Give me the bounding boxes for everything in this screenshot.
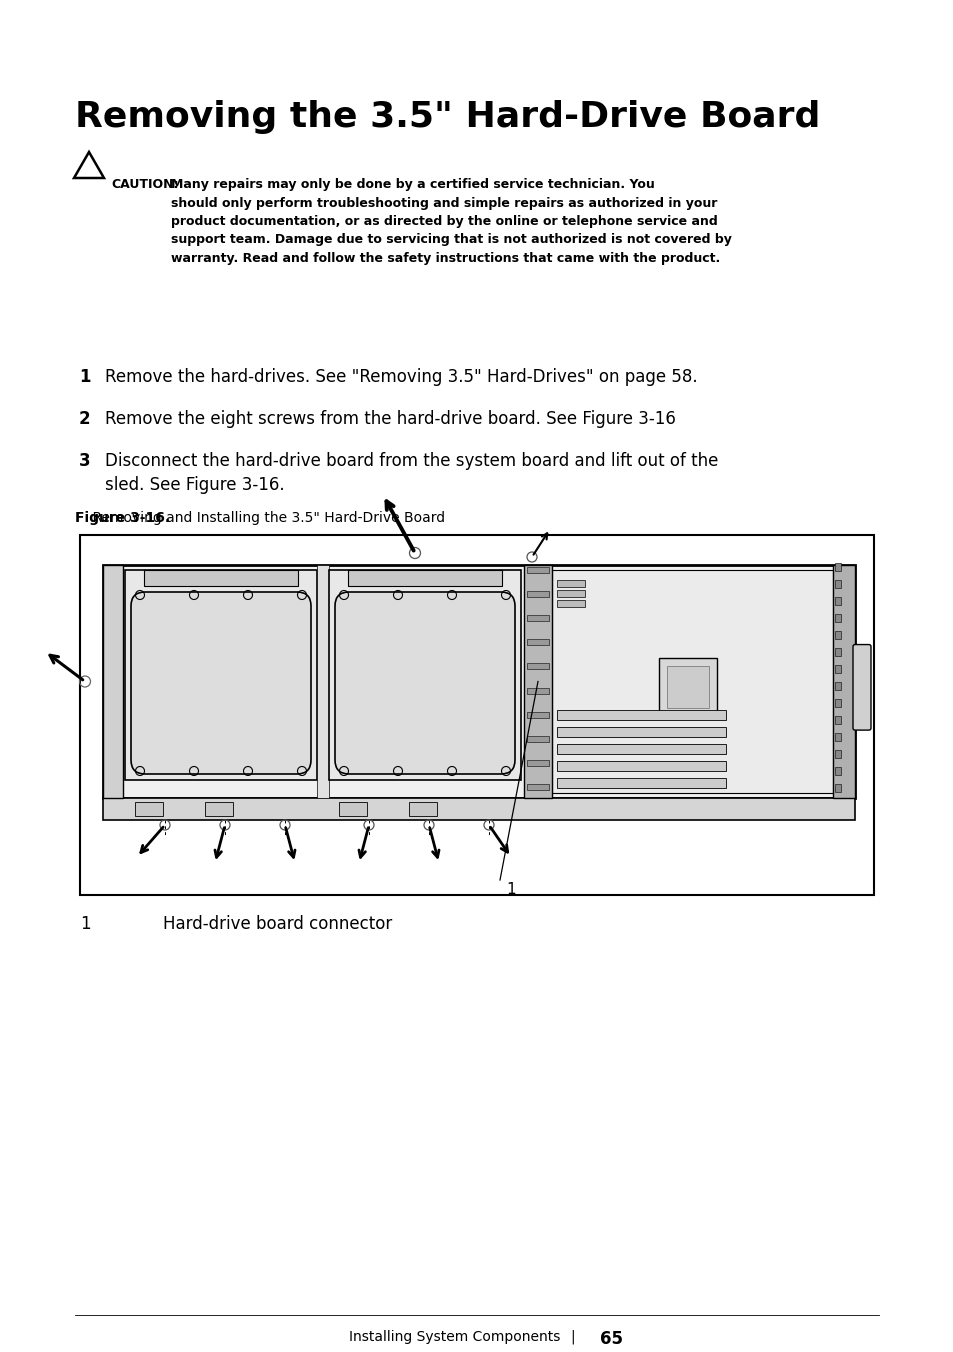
Bar bbox=[557, 761, 725, 771]
Bar bbox=[103, 798, 854, 821]
Bar bbox=[834, 733, 841, 741]
Bar bbox=[103, 565, 123, 798]
Text: 3: 3 bbox=[79, 452, 91, 470]
Text: CAUTION:: CAUTION: bbox=[111, 178, 178, 191]
Bar bbox=[557, 710, 725, 721]
Bar bbox=[834, 580, 841, 588]
Text: Remove the hard-drives. See "Removing 3.5" Hard-Drives" on page 58.: Remove the hard-drives. See "Removing 3.… bbox=[105, 368, 697, 387]
Bar bbox=[557, 777, 725, 788]
Bar bbox=[526, 566, 548, 573]
Text: Hard-drive board connector: Hard-drive board connector bbox=[163, 915, 392, 933]
Bar bbox=[834, 562, 841, 571]
Bar bbox=[526, 615, 548, 621]
Text: Installing System Components: Installing System Components bbox=[348, 1330, 559, 1344]
Bar bbox=[834, 699, 841, 707]
Text: 1: 1 bbox=[80, 915, 91, 933]
Bar bbox=[659, 658, 716, 717]
Bar bbox=[557, 589, 584, 598]
Text: Disconnect the hard-drive board from the system board and lift out of the
sled. : Disconnect the hard-drive board from the… bbox=[105, 452, 718, 493]
Text: 1: 1 bbox=[505, 882, 515, 896]
Bar bbox=[834, 631, 841, 639]
Bar bbox=[329, 571, 520, 780]
Bar bbox=[557, 600, 584, 607]
Bar bbox=[526, 760, 548, 765]
Bar bbox=[348, 571, 501, 585]
Bar bbox=[205, 802, 233, 817]
Bar bbox=[834, 648, 841, 656]
Bar bbox=[523, 565, 552, 798]
Bar bbox=[526, 639, 548, 645]
Text: Many repairs may only be done by a certified service technician. You
should only: Many repairs may only be done by a certi… bbox=[171, 178, 731, 265]
Bar bbox=[526, 711, 548, 718]
Bar bbox=[103, 565, 854, 798]
Text: Removing the 3.5" Hard-Drive Board: Removing the 3.5" Hard-Drive Board bbox=[75, 100, 820, 134]
Bar bbox=[666, 667, 708, 708]
Text: Removing and Installing the 3.5" Hard-Drive Board: Removing and Installing the 3.5" Hard-Dr… bbox=[75, 511, 445, 525]
Bar bbox=[834, 614, 841, 622]
Bar bbox=[834, 750, 841, 758]
Bar bbox=[316, 565, 329, 798]
FancyBboxPatch shape bbox=[852, 645, 870, 730]
Bar bbox=[526, 688, 548, 694]
Bar bbox=[834, 598, 841, 604]
Text: |: | bbox=[570, 1330, 575, 1344]
Bar bbox=[80, 535, 873, 895]
Bar bbox=[557, 580, 584, 587]
Bar bbox=[526, 784, 548, 790]
Bar bbox=[557, 727, 725, 737]
Bar bbox=[834, 681, 841, 690]
Bar bbox=[557, 744, 725, 754]
Bar bbox=[832, 565, 854, 798]
Text: 2: 2 bbox=[79, 410, 91, 429]
FancyBboxPatch shape bbox=[131, 592, 311, 773]
Bar bbox=[409, 802, 436, 817]
Bar bbox=[834, 784, 841, 792]
Bar bbox=[526, 735, 548, 742]
Bar bbox=[552, 571, 832, 794]
Bar bbox=[834, 717, 841, 725]
Bar bbox=[144, 571, 297, 585]
Text: Remove the eight screws from the hard-drive board. See Figure 3-16: Remove the eight screws from the hard-dr… bbox=[105, 410, 675, 429]
Bar bbox=[338, 802, 367, 817]
Bar bbox=[526, 664, 548, 669]
Bar bbox=[125, 571, 316, 780]
Text: 65: 65 bbox=[599, 1330, 622, 1348]
FancyBboxPatch shape bbox=[335, 592, 515, 773]
Bar bbox=[135, 802, 163, 817]
Bar bbox=[834, 767, 841, 775]
Bar bbox=[834, 665, 841, 673]
Text: Figure 3-16.: Figure 3-16. bbox=[75, 511, 170, 525]
Text: 1: 1 bbox=[79, 368, 91, 387]
Bar bbox=[526, 591, 548, 598]
